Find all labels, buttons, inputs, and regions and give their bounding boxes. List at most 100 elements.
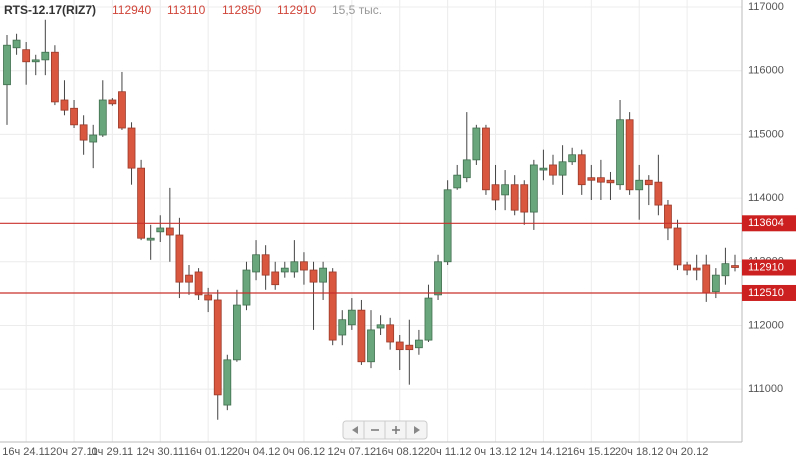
x-tick-label: 16ч 01.12 bbox=[184, 446, 233, 458]
zoom-in-icon bbox=[392, 426, 400, 434]
candle-body bbox=[232, 304, 241, 361]
candle-body bbox=[300, 261, 308, 271]
candle-body bbox=[137, 167, 146, 239]
level-label: 113604 bbox=[748, 217, 784, 229]
level-tag bbox=[742, 284, 796, 301]
last-price-tag bbox=[742, 259, 796, 276]
candle-body bbox=[271, 271, 280, 286]
candle-body bbox=[664, 204, 672, 229]
candle-body bbox=[635, 179, 644, 191]
candle-body bbox=[587, 177, 596, 181]
candle-body bbox=[41, 51, 50, 61]
scroll-right[interactable] bbox=[414, 426, 420, 434]
x-tick-label: 12ч 14.12 bbox=[519, 446, 568, 458]
candle-body bbox=[376, 324, 385, 329]
candle-body bbox=[568, 154, 577, 163]
header-high: 113110 bbox=[167, 3, 206, 17]
candle-body bbox=[79, 124, 88, 141]
y-tick-label: 115000 bbox=[748, 128, 784, 140]
candle-body bbox=[347, 309, 356, 326]
y-tick-label: 111000 bbox=[748, 383, 783, 395]
candle-body bbox=[118, 91, 126, 129]
candle-body bbox=[482, 127, 490, 191]
x-tick-label: 20ч 04.12 bbox=[232, 446, 281, 458]
candle-body bbox=[596, 177, 605, 183]
candle-body bbox=[146, 237, 155, 241]
candle-body bbox=[367, 329, 375, 363]
candle-body bbox=[223, 359, 232, 406]
candle-body bbox=[156, 227, 165, 233]
candle-body bbox=[357, 309, 366, 363]
candle-body bbox=[165, 227, 174, 236]
candle-body bbox=[683, 264, 692, 271]
candle-body bbox=[501, 184, 510, 196]
x-tick-label: 12ч 30.11 bbox=[136, 446, 184, 458]
candle-body bbox=[453, 174, 462, 189]
x-tick-label: 20ч 11.12 bbox=[424, 446, 472, 458]
candle-body bbox=[261, 254, 270, 276]
candle-body bbox=[185, 274, 193, 283]
candle-body bbox=[711, 274, 720, 293]
candle-body bbox=[328, 271, 337, 341]
x-tick-label: 16ч 24.11 bbox=[2, 446, 50, 458]
y-tick-label: 114000 bbox=[748, 192, 784, 204]
y-tick-label: 117000 bbox=[748, 1, 784, 13]
volume-label: 15,5 тыс. bbox=[332, 3, 382, 17]
candle-body bbox=[108, 99, 117, 105]
candle-body bbox=[577, 154, 586, 186]
scroll-left[interactable] bbox=[352, 426, 358, 434]
nav-controls bbox=[342, 420, 428, 440]
candle-body bbox=[98, 99, 107, 136]
header-low: 112850 bbox=[222, 3, 261, 17]
candle-body bbox=[702, 264, 711, 294]
candle-body bbox=[31, 59, 40, 63]
x-tick-label: 16ч 08.12 bbox=[375, 446, 424, 458]
candle-body bbox=[424, 297, 433, 341]
candle-body bbox=[309, 269, 318, 283]
x-tick-label: 16ч 15.12 bbox=[567, 446, 616, 458]
candle-body bbox=[405, 344, 414, 351]
candle-body bbox=[654, 181, 663, 206]
level-tag bbox=[742, 215, 796, 232]
scroll-left-icon bbox=[352, 426, 358, 434]
candle-body bbox=[539, 167, 548, 171]
candle-body bbox=[127, 127, 136, 169]
candle-body bbox=[616, 119, 624, 186]
candle-body bbox=[280, 267, 289, 273]
candle-body bbox=[89, 134, 98, 143]
candle-body bbox=[414, 339, 423, 349]
last-price-label: 112910 bbox=[748, 261, 784, 273]
candle-body bbox=[338, 319, 347, 336]
candle-body bbox=[673, 227, 682, 266]
level-label: 112510 bbox=[748, 287, 784, 299]
x-tick-label: 20ч 18.12 bbox=[615, 446, 664, 458]
candle-body bbox=[520, 184, 529, 213]
candle-body bbox=[731, 265, 739, 268]
candle-body bbox=[462, 159, 471, 179]
candle-body bbox=[50, 51, 59, 103]
x-tick-label: 0ч 13.12 bbox=[474, 446, 516, 458]
candle-body bbox=[529, 164, 538, 213]
candle-body bbox=[194, 271, 203, 296]
x-tick-label: 12ч 07.12 bbox=[328, 446, 377, 458]
candle-body bbox=[692, 267, 701, 271]
chart-title: RTS-12.17(RIZ7) bbox=[4, 3, 96, 17]
candle-body bbox=[472, 127, 481, 161]
candle-body bbox=[12, 39, 21, 49]
header-close: 112910 bbox=[277, 3, 316, 17]
candle-body bbox=[549, 164, 557, 176]
x-tick-label: 0ч 20.12 bbox=[666, 446, 708, 458]
candle-body bbox=[60, 99, 69, 111]
zoom-in[interactable] bbox=[392, 426, 400, 434]
candle-body bbox=[606, 179, 615, 184]
x-tick-label: 0ч 29.11 bbox=[92, 446, 134, 458]
candle-body bbox=[491, 184, 500, 201]
candle-body bbox=[213, 299, 222, 396]
candle-body bbox=[252, 254, 260, 273]
candle-body bbox=[721, 263, 730, 277]
x-tick-label: 20ч 27.11 bbox=[50, 446, 98, 458]
y-tick-label: 116000 bbox=[748, 65, 784, 77]
x-tick-label: 0ч 06.12 bbox=[283, 446, 325, 458]
candle-body bbox=[290, 261, 299, 273]
